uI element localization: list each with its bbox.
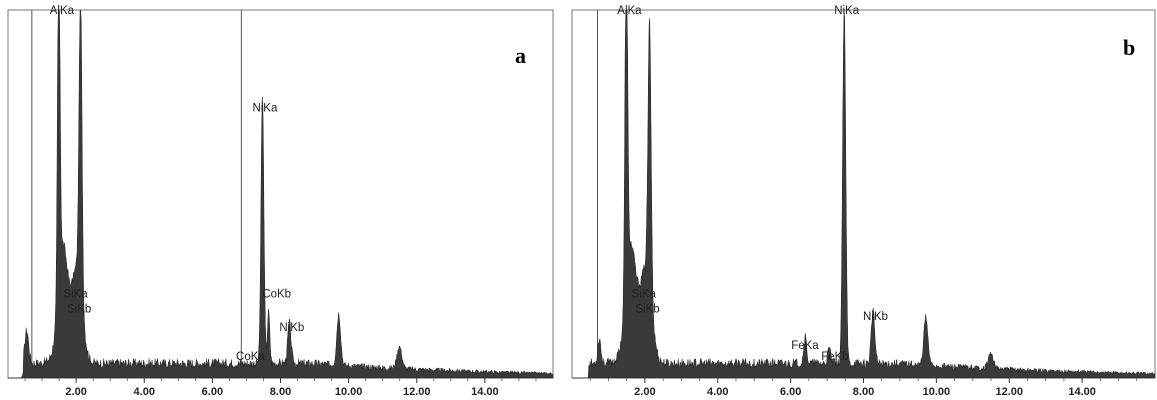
x-tick-label-1: 4.00	[134, 386, 155, 398]
x-tick-label-2: 6.00	[202, 386, 223, 398]
x-tick-label-0: 2.00	[65, 386, 86, 398]
panel-label-a: a	[515, 43, 526, 68]
x-tick-label-3: 8.00	[270, 386, 291, 398]
peak-label-coka: CoKa	[236, 351, 265, 363]
peak-label-alka: AlKa	[617, 5, 642, 17]
peak-label-cokb: CoKb	[262, 289, 291, 301]
x-tick-label-6: 14.00	[471, 386, 499, 398]
x-tick-label-3: 8.00	[853, 386, 874, 398]
peak-label-nikb: NiKb	[863, 311, 888, 323]
peak-label-nika: NiKa	[834, 5, 860, 17]
x-tick-label-4: 10.00	[923, 386, 951, 398]
peak-label-nikb: NiKb	[279, 322, 304, 334]
x-tick-label-4: 10.00	[335, 386, 363, 398]
panel-label-b: b	[1123, 35, 1135, 60]
peak-label-nika: NiKa	[252, 102, 278, 114]
x-tick-label-0: 2.00	[634, 386, 655, 398]
peak-label-feka: FeKa	[791, 340, 819, 352]
peak-label-sika: SiKa	[63, 289, 88, 301]
peak-label-fekb: FeKb	[821, 351, 849, 363]
x-tick-label-5: 12.00	[995, 386, 1023, 398]
peak-label-sika: SiKa	[632, 289, 657, 301]
peak-label-sikb: SiKb	[635, 303, 659, 315]
plot-frame	[571, 9, 1156, 379]
spectrum-a-marks: 2.00 4.00 6.00 8.00 10.00 12.00 14.00 AlKa SiKa S…	[7, 5, 554, 398]
spectrum-b-marks: 2.00 4.00 6.00 8.00 10.00 12.00 14.00 AlKa SiKa S…	[571, 5, 1156, 398]
x-tick-label-2: 6.00	[780, 386, 801, 398]
spectrum-area	[572, 9, 1156, 379]
x-tick-label-1: 4.00	[707, 386, 728, 398]
eds-spectrum-panel-a: 2.00 4.00 6.00 8.00 10.00 12.00 14.00 AlKa SiKa S…	[7, 5, 554, 398]
peak-label-alka: AlKa	[50, 5, 75, 17]
x-tick-label-6: 14.00	[1068, 386, 1096, 398]
x-tick-label-5: 12.00	[403, 386, 431, 398]
peak-label-sikb: SiKb	[67, 303, 91, 315]
spectrum-area	[8, 9, 554, 379]
eds-spectrum-panel-b: 2.00 4.00 6.00 8.00 10.00 12.00 14.00 AlKa SiKa S…	[571, 5, 1156, 398]
